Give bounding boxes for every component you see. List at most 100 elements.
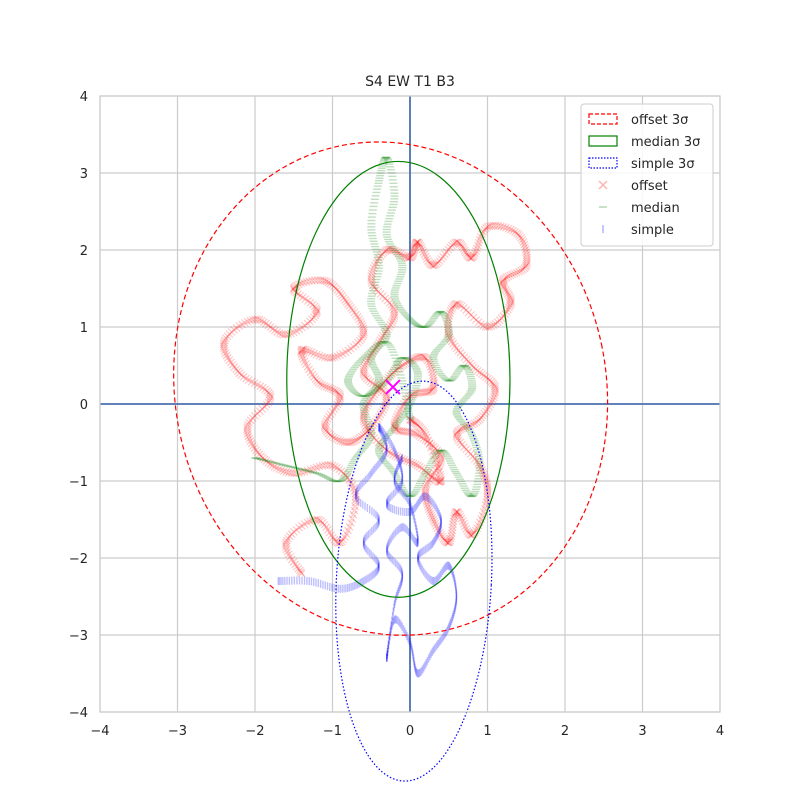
offset-point [243,425,252,434]
offset-point [345,301,354,310]
offset-point [359,411,368,419]
offset-point [318,276,327,285]
offset-point [520,264,529,273]
chart-title: S4 EW T1 B3 [365,74,455,90]
offset-point [443,538,452,547]
offset-point [363,356,372,365]
offset-point [271,326,279,335]
offset-point [372,388,380,397]
offset-point [460,246,469,255]
offset-point [422,467,431,476]
offset-point [219,342,228,351]
offset-point [262,319,270,328]
offset-point [411,239,420,248]
offset-point [471,454,479,463]
offset-point [295,566,304,575]
offset-point [377,334,386,342]
offset-point [246,316,255,325]
offset-point [275,329,284,338]
offset-point [435,467,444,476]
offset-point [523,257,531,266]
offset-point [398,402,407,411]
offset-point [230,326,238,334]
offset-point [350,436,359,445]
offset-point [336,436,345,445]
offset-point [457,424,466,433]
offset-point [387,369,396,378]
offset-point [434,463,443,472]
offset-point [403,253,412,262]
x-axis-ticks: −4 −3 −2 −1 0 1 2 3 4 [90,724,724,739]
offset-point [520,240,529,249]
offset-point [448,523,457,532]
offset-point [473,366,482,375]
offset-point [384,447,393,456]
offset-point [430,468,439,477]
offset-point [444,323,452,332]
offset-point [364,354,373,363]
legend-entry: simple 3σ [588,157,695,172]
offset-point [422,433,431,442]
offset-point [466,531,475,539]
y-tick-label: 4 [80,90,88,105]
offset-point [382,327,391,336]
offset-point [341,348,350,357]
offset-point [320,421,329,430]
offset-point [431,519,440,528]
offset-point [457,302,466,311]
offset-point [386,449,395,458]
offset-point [331,284,340,293]
offset-point [388,316,397,325]
offset-point [421,436,430,444]
offset-point [431,444,440,453]
y-tick-label: −3 [69,629,88,644]
offset-point [405,457,414,466]
offset-point [391,246,400,255]
offset-point [247,377,256,386]
offset-point [333,388,342,397]
offset-point [220,344,228,353]
offset-point [293,281,301,290]
offset-point [489,321,498,330]
offset-point [235,322,244,331]
offset-point [335,390,344,399]
offset-point [423,437,432,446]
offset-point [418,245,427,254]
offset-point [349,437,358,446]
offset-point [384,373,393,382]
offset-point [399,400,408,409]
offset-point [483,323,492,331]
offset-point [417,425,426,434]
offset-point [332,434,340,443]
offset-point [249,441,257,450]
offset-point [499,281,508,290]
offset-point [395,453,404,462]
offset-point [410,418,419,427]
offset-point [426,362,435,371]
offset-point [417,388,425,397]
offset-point [447,241,456,250]
offset-point [363,424,372,433]
offset-point [459,303,468,312]
offset-point [378,250,387,258]
offset-point [506,294,515,303]
offset-point [390,307,399,316]
offset-point [297,350,306,359]
offset-point [297,468,306,477]
offset-point [423,356,432,365]
offset-point [386,371,395,380]
offset-point [472,247,480,256]
offset-point [347,478,355,487]
offset-point [511,228,520,236]
offset-point [348,306,357,315]
offset-point [518,265,527,274]
offset-point [447,304,456,313]
offset-point [369,347,378,356]
offset-point [223,353,232,362]
offset-point [385,245,394,254]
offset-point [484,374,492,383]
offset-point [246,437,255,446]
offset-point [362,374,371,383]
offset-point [381,377,390,385]
offset-point [358,322,367,331]
